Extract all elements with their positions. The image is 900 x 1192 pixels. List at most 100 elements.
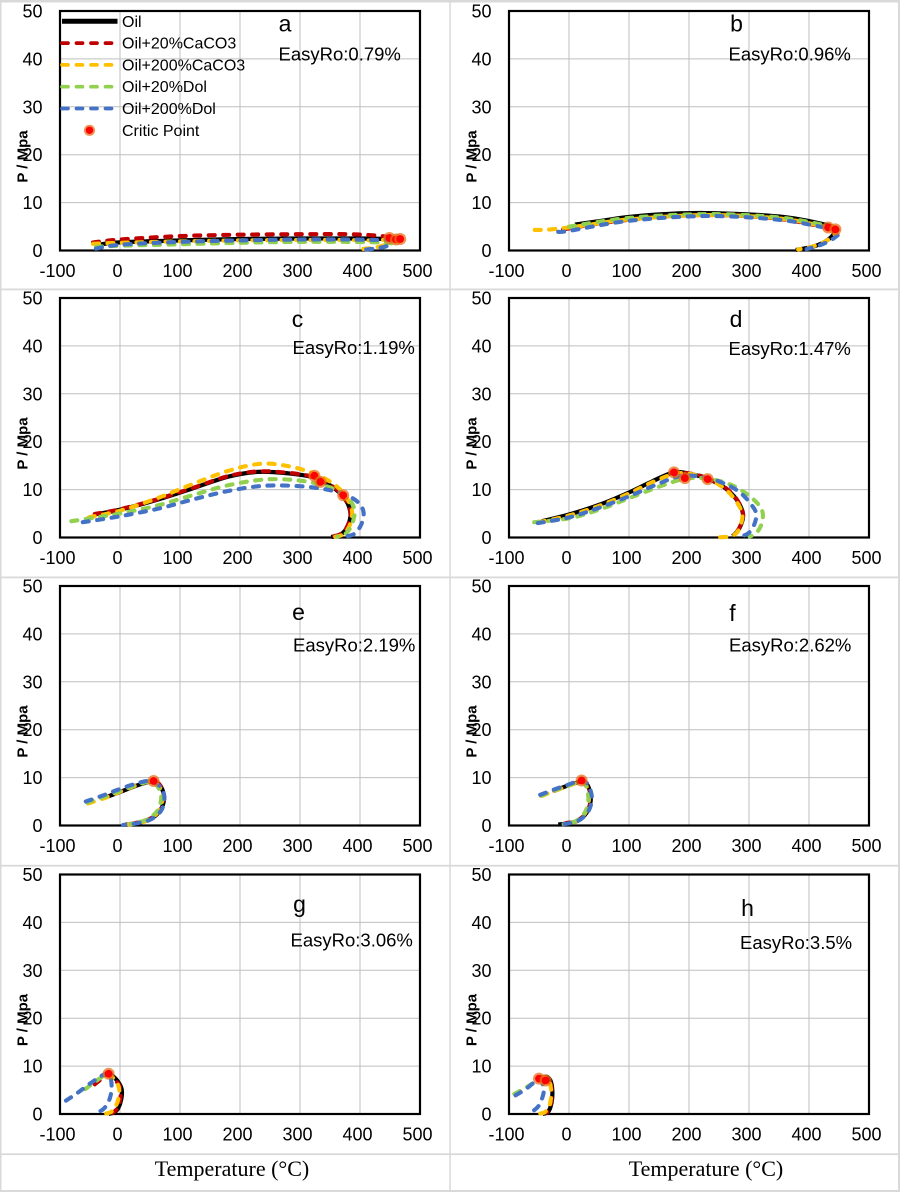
svg-text:-100: -100 (488, 261, 524, 281)
svg-text:200: 200 (671, 836, 701, 856)
svg-text:10: 10 (22, 768, 42, 788)
svg-text:20: 20 (471, 720, 491, 740)
svg-text:10: 10 (471, 193, 491, 213)
svg-text:h: h (741, 895, 754, 921)
svg-text:0: 0 (112, 836, 122, 856)
svg-text:Oil+200%Dol: Oil+200%Dol (122, 101, 216, 118)
svg-text:-100: -100 (39, 261, 75, 281)
svg-text:-100: -100 (488, 836, 524, 856)
svg-text:30: 30 (471, 384, 491, 404)
svg-text:0: 0 (481, 816, 491, 836)
svg-text:P / Mpa: P / Mpa (15, 993, 32, 1046)
svg-text:20: 20 (22, 145, 42, 165)
svg-text:40: 40 (471, 49, 491, 69)
svg-text:300: 300 (731, 261, 761, 281)
svg-text:EasyRo:3.5%: EasyRo:3.5% (740, 932, 852, 953)
svg-text:g: g (293, 891, 306, 917)
svg-text:100: 100 (162, 548, 192, 568)
svg-text:100: 100 (611, 1125, 641, 1145)
svg-text:200: 200 (222, 548, 252, 568)
svg-text:0: 0 (561, 548, 571, 568)
svg-text:c: c (292, 306, 304, 332)
svg-text:EasyRo:1.47%: EasyRo:1.47% (729, 338, 851, 359)
svg-text:40: 40 (471, 624, 491, 644)
svg-text:d: d (730, 306, 743, 332)
svg-text:100: 100 (611, 548, 641, 568)
svg-text:300: 300 (731, 548, 761, 568)
svg-text:0: 0 (112, 261, 122, 281)
svg-text:300: 300 (282, 836, 312, 856)
svg-text:100: 100 (611, 261, 641, 281)
svg-text:30: 30 (22, 672, 42, 692)
svg-text:10: 10 (471, 1057, 491, 1077)
svg-text:500: 500 (402, 548, 432, 568)
svg-text:-100: -100 (39, 1125, 75, 1145)
svg-text:EasyRo:0.96%: EasyRo:0.96% (729, 44, 851, 65)
svg-text:Critic Point: Critic Point (122, 123, 200, 140)
svg-text:e: e (292, 599, 305, 625)
svg-text:400: 400 (791, 548, 821, 568)
svg-text:400: 400 (791, 836, 821, 856)
svg-text:30: 30 (22, 384, 42, 404)
svg-text:P / Mpa: P / Mpa (464, 993, 481, 1046)
svg-text:EasyRo:2.19%: EasyRo:2.19% (293, 635, 415, 656)
svg-text:f: f (729, 600, 736, 626)
svg-text:Oil+20%CaCO3: Oil+20%CaCO3 (122, 36, 236, 53)
svg-text:-100: -100 (488, 1125, 524, 1145)
svg-text:50: 50 (471, 577, 491, 597)
svg-text:20: 20 (22, 720, 42, 740)
svg-text:20: 20 (471, 432, 491, 452)
svg-text:400: 400 (791, 261, 821, 281)
svg-text:Oil+20%Dol: Oil+20%Dol (122, 79, 207, 96)
svg-text:50: 50 (22, 2, 42, 22)
svg-text:0: 0 (32, 1105, 42, 1125)
svg-text:0: 0 (481, 1105, 491, 1125)
svg-text:0: 0 (112, 1125, 122, 1145)
svg-text:300: 300 (282, 548, 312, 568)
svg-text:40: 40 (22, 624, 42, 644)
svg-text:30: 30 (471, 97, 491, 117)
svg-text:20: 20 (22, 1009, 42, 1029)
svg-text:200: 200 (671, 1125, 701, 1145)
svg-text:50: 50 (471, 289, 491, 309)
svg-text:400: 400 (342, 1125, 372, 1145)
svg-text:b: b (730, 11, 743, 37)
svg-text:200: 200 (671, 261, 701, 281)
svg-text:Temperature (°C): Temperature (°C) (155, 1156, 309, 1181)
svg-text:20: 20 (471, 145, 491, 165)
svg-text:40: 40 (471, 913, 491, 933)
svg-text:0: 0 (32, 528, 42, 548)
svg-text:400: 400 (791, 1125, 821, 1145)
svg-text:200: 200 (222, 836, 252, 856)
svg-text:10: 10 (471, 480, 491, 500)
svg-text:P / Mpa: P / Mpa (464, 417, 481, 470)
svg-text:-100: -100 (39, 548, 75, 568)
svg-text:Temperature (°C): Temperature (°C) (629, 1156, 783, 1181)
svg-text:0: 0 (32, 241, 42, 261)
svg-text:50: 50 (22, 289, 42, 309)
svg-text:20: 20 (471, 1009, 491, 1029)
svg-text:20: 20 (22, 432, 42, 452)
svg-text:400: 400 (342, 836, 372, 856)
svg-text:0: 0 (112, 548, 122, 568)
svg-text:100: 100 (162, 261, 192, 281)
svg-text:P / Mpa: P / Mpa (15, 705, 32, 758)
svg-text:0: 0 (481, 241, 491, 261)
svg-text:40: 40 (22, 49, 42, 69)
svg-text:400: 400 (342, 548, 372, 568)
svg-text:200: 200 (222, 1125, 252, 1145)
svg-text:200: 200 (222, 261, 252, 281)
svg-text:10: 10 (22, 480, 42, 500)
svg-text:500: 500 (402, 261, 432, 281)
svg-text:P / Mpa: P / Mpa (464, 705, 481, 758)
svg-text:0: 0 (561, 261, 571, 281)
svg-text:30: 30 (22, 97, 42, 117)
svg-text:EasyRo:0.79%: EasyRo:0.79% (279, 44, 401, 65)
svg-text:500: 500 (402, 836, 432, 856)
svg-text:200: 200 (671, 548, 701, 568)
svg-text:Oil: Oil (122, 14, 142, 31)
svg-text:0: 0 (561, 1125, 571, 1145)
svg-text:300: 300 (282, 1125, 312, 1145)
svg-text:EasyRo:3.06%: EasyRo:3.06% (291, 930, 413, 951)
svg-text:10: 10 (471, 768, 491, 788)
